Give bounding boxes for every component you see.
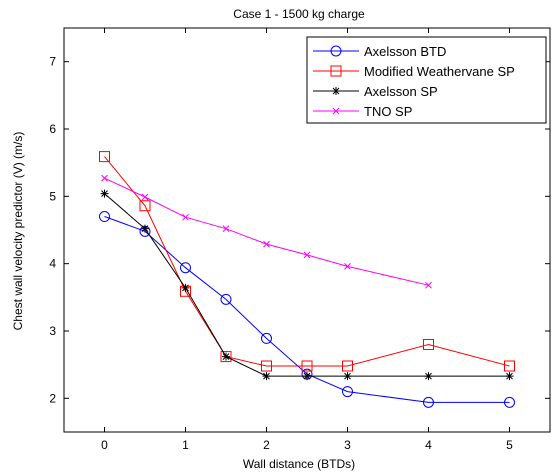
x-tick-label: 4	[425, 438, 432, 452]
marker-x	[344, 263, 351, 270]
series-line-axelsson-btd	[104, 216, 510, 403]
marker-star	[505, 372, 514, 381]
marker-circle	[180, 262, 191, 274]
y-tick-label: 3	[49, 324, 56, 338]
marker-star	[141, 224, 149, 233]
marker-star	[262, 372, 271, 381]
data-point-tno-sp	[101, 174, 108, 182]
series-line-tno-sp	[104, 177, 429, 286]
marker-circle	[423, 396, 434, 408]
data-point-axelsson-btd	[99, 211, 110, 223]
marker-x	[425, 281, 432, 289]
y-tick-label: 6	[49, 122, 56, 136]
x-tick-label: 1	[182, 438, 189, 452]
marker-star	[222, 352, 230, 361]
data-point-tno-sp	[222, 225, 230, 233]
data-point-modified-weathervane-sp	[342, 360, 353, 372]
data-point-axelsson-sp	[141, 224, 149, 233]
x-axis-title: Wall distance (BTDs)	[243, 457, 355, 471]
legend: Axelsson BTD Modified Weathervane SP Axels…	[306, 36, 547, 124]
data-point-axelsson-sp	[424, 372, 433, 381]
x-tick-label: 3	[344, 438, 351, 452]
data-point-axelsson-sp	[100, 189, 109, 198]
y-tick-label: 7	[49, 55, 56, 69]
marker-circle	[220, 293, 232, 305]
data-point-axelsson-sp	[222, 352, 230, 361]
marker-star	[332, 87, 340, 95]
marker-square	[301, 360, 313, 372]
marker-x	[263, 240, 270, 248]
x-tick-label: 2	[263, 438, 270, 452]
data-point-axelsson-sp	[303, 372, 311, 381]
data-point-axelsson-btd	[342, 386, 353, 398]
marker-star	[343, 372, 352, 381]
marker-x	[303, 251, 311, 259]
data-point-tno-sp	[344, 263, 351, 270]
legend-marker-axelsson-sp	[332, 87, 340, 95]
x-tick-label: 5	[506, 438, 513, 452]
data-point-modified-weathervane-sp	[504, 360, 515, 372]
marker-square	[504, 360, 515, 372]
marker-square	[330, 65, 342, 77]
y-tick-label: 4	[49, 257, 56, 271]
marker-star	[303, 372, 311, 381]
marker-circle	[330, 45, 342, 57]
marker-star	[424, 372, 433, 381]
marker-circle	[261, 332, 272, 344]
data-point-axelsson-btd	[261, 332, 272, 344]
marker-square	[99, 151, 110, 163]
marker-x	[141, 193, 149, 201]
data-point-modified-weathervane-sp	[423, 338, 434, 350]
data-point-modified-weathervane-sp	[99, 151, 110, 163]
data-point-tno-sp	[425, 281, 432, 289]
series-line-modified-weathervane-sp	[104, 156, 510, 367]
data-point-modified-weathervane-sp	[220, 351, 232, 363]
data-point-axelsson-sp	[181, 283, 190, 292]
legend-label-tno-sp: TNO SP	[364, 104, 412, 119]
marker-circle	[99, 211, 110, 223]
marker-circle	[504, 396, 515, 408]
marker-x	[182, 213, 189, 221]
data-point-axelsson-sp	[343, 372, 352, 381]
marker-circle	[342, 386, 353, 398]
legend-marker-modified-weathervane-sp	[330, 65, 342, 77]
marker-square	[342, 360, 353, 372]
marker-star	[181, 283, 190, 292]
data-point-modified-weathervane-sp	[139, 200, 151, 212]
data-point-tno-sp	[141, 193, 149, 201]
data-point-axelsson-btd	[423, 396, 434, 408]
legend-label-axelsson-btd: Axelsson BTD	[364, 44, 446, 59]
legend-label-axelsson-sp: Axelsson SP	[364, 84, 438, 99]
data-point-axelsson-sp	[262, 372, 271, 381]
marker-square	[220, 351, 232, 363]
chart-title: Case 1 - 1500 kg charge	[233, 7, 365, 21]
marker-square	[423, 338, 434, 350]
data-point-modified-weathervane-sp	[261, 360, 272, 372]
data-point-tno-sp	[303, 251, 311, 259]
data-point-axelsson-btd	[220, 293, 232, 305]
marker-x	[222, 225, 230, 233]
legend-marker-axelsson-btd	[330, 45, 342, 57]
data-point-axelsson-btd	[180, 262, 191, 274]
data-point-tno-sp	[263, 240, 270, 248]
y-tick-label: 2	[49, 391, 56, 405]
legend-marker-tno-sp	[332, 107, 340, 115]
data-point-axelsson-sp	[505, 372, 514, 381]
marker-square	[261, 360, 272, 372]
marker-x	[332, 107, 340, 115]
data-point-modified-weathervane-sp	[301, 360, 313, 372]
data-point-tno-sp	[182, 213, 189, 221]
y-axis-title: Chest wall velocity predictor (V) (m/s)	[11, 132, 25, 331]
marker-star	[100, 189, 109, 198]
y-tick-label: 5	[49, 189, 56, 203]
marker-x	[101, 174, 108, 182]
marker-square	[139, 200, 151, 212]
data-point-axelsson-btd	[504, 396, 515, 408]
x-tick-label: 0	[101, 438, 108, 452]
legend-label-modified-weathervane-sp: Modified Weathervane SP	[364, 64, 515, 79]
